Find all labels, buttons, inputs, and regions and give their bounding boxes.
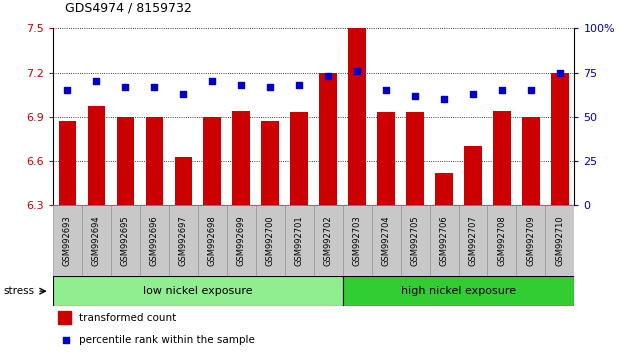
- Bar: [348, 28, 366, 205]
- Bar: [522, 117, 540, 205]
- Text: GSM992710: GSM992710: [555, 215, 564, 266]
- Bar: [371, 205, 401, 276]
- Point: [294, 82, 304, 88]
- Point: [120, 84, 130, 90]
- Bar: [517, 205, 545, 276]
- Point: [323, 73, 333, 79]
- Bar: [435, 173, 453, 205]
- Text: stress: stress: [3, 286, 34, 296]
- Bar: [232, 111, 250, 205]
- Text: GSM992694: GSM992694: [92, 215, 101, 266]
- Point: [410, 93, 420, 98]
- Bar: [204, 117, 221, 205]
- Point: [526, 87, 536, 93]
- Text: GDS4974 / 8159732: GDS4974 / 8159732: [65, 1, 192, 14]
- Text: GSM992693: GSM992693: [63, 215, 72, 266]
- Text: GSM992699: GSM992699: [237, 215, 246, 266]
- Bar: [343, 276, 574, 306]
- Point: [265, 84, 275, 90]
- Text: GSM992706: GSM992706: [440, 215, 448, 266]
- Bar: [82, 205, 111, 276]
- Bar: [545, 205, 574, 276]
- Bar: [284, 205, 314, 276]
- Text: GSM992698: GSM992698: [207, 215, 217, 266]
- Text: GSM992696: GSM992696: [150, 215, 159, 266]
- Bar: [458, 205, 487, 276]
- Bar: [406, 112, 424, 205]
- Bar: [401, 205, 430, 276]
- Point: [497, 87, 507, 93]
- Text: GSM992695: GSM992695: [120, 215, 130, 266]
- Bar: [314, 205, 343, 276]
- Bar: [343, 205, 371, 276]
- Text: GSM992709: GSM992709: [527, 215, 535, 266]
- Text: GSM992702: GSM992702: [324, 215, 333, 266]
- Bar: [430, 205, 458, 276]
- Bar: [58, 121, 76, 205]
- Bar: [319, 73, 337, 205]
- Text: GSM992703: GSM992703: [353, 215, 361, 266]
- Text: high nickel exposure: high nickel exposure: [401, 286, 516, 296]
- Bar: [58, 311, 71, 324]
- Bar: [256, 205, 284, 276]
- Text: transformed count: transformed count: [79, 313, 176, 323]
- Point: [439, 96, 449, 102]
- Bar: [53, 276, 343, 306]
- Bar: [111, 205, 140, 276]
- Text: GSM992700: GSM992700: [266, 215, 274, 266]
- Text: low nickel exposure: low nickel exposure: [143, 286, 253, 296]
- Bar: [261, 121, 279, 205]
- Bar: [465, 146, 482, 205]
- Text: GSM992708: GSM992708: [497, 215, 507, 266]
- Point: [555, 70, 565, 75]
- Text: GSM992701: GSM992701: [294, 215, 304, 266]
- Text: GSM992704: GSM992704: [381, 215, 391, 266]
- Text: GSM992697: GSM992697: [179, 215, 188, 266]
- Point: [178, 91, 188, 97]
- Bar: [140, 205, 169, 276]
- Point: [207, 79, 217, 84]
- Bar: [197, 205, 227, 276]
- Bar: [145, 117, 163, 205]
- Bar: [378, 112, 395, 205]
- Point: [236, 82, 246, 88]
- Bar: [175, 156, 192, 205]
- Point: [149, 84, 159, 90]
- Bar: [227, 205, 256, 276]
- Point: [381, 87, 391, 93]
- Text: GSM992705: GSM992705: [410, 215, 420, 266]
- Bar: [88, 107, 105, 205]
- Text: GSM992707: GSM992707: [468, 215, 478, 266]
- Bar: [291, 112, 308, 205]
- Bar: [117, 117, 134, 205]
- Bar: [551, 73, 569, 205]
- Point: [468, 91, 478, 97]
- Point: [352, 68, 362, 74]
- Bar: [493, 111, 510, 205]
- Bar: [487, 205, 517, 276]
- Bar: [169, 205, 197, 276]
- Point: [62, 87, 72, 93]
- Point: [91, 79, 101, 84]
- Text: percentile rank within the sample: percentile rank within the sample: [79, 335, 255, 345]
- Bar: [53, 205, 82, 276]
- Point: [61, 337, 71, 343]
